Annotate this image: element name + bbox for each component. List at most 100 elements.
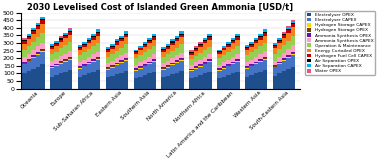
Bar [133, 78, 138, 89]
Bar [133, 65, 138, 68]
Bar [226, 66, 231, 75]
Bar [82, 60, 87, 64]
Bar [152, 39, 156, 46]
Bar [96, 43, 100, 52]
Bar [194, 48, 198, 49]
Bar [82, 42, 87, 44]
Bar [152, 37, 156, 39]
Bar [170, 40, 175, 42]
Bar [59, 38, 64, 39]
Bar [87, 38, 91, 40]
Bar [40, 43, 45, 49]
Bar [147, 40, 152, 41]
Bar [133, 68, 138, 70]
Bar [263, 51, 267, 57]
Bar [245, 66, 249, 67]
Bar [152, 54, 156, 59]
Bar [96, 29, 100, 30]
Bar [203, 38, 207, 40]
Bar [59, 63, 64, 64]
Bar [203, 40, 207, 41]
Bar [124, 53, 128, 58]
Bar [26, 37, 31, 39]
Bar [91, 59, 96, 61]
Bar [119, 48, 124, 56]
Bar [143, 66, 147, 75]
Bar [91, 36, 96, 37]
Bar [245, 68, 249, 69]
Bar [194, 76, 198, 89]
Bar [249, 65, 254, 66]
Bar [231, 38, 235, 40]
Bar [207, 62, 212, 72]
Bar [226, 45, 231, 47]
Bar [189, 51, 194, 52]
Bar [217, 58, 222, 65]
Bar [235, 34, 240, 36]
Bar [235, 39, 240, 46]
Bar [254, 62, 259, 63]
Bar [115, 63, 119, 64]
Bar [96, 30, 100, 32]
Bar [207, 59, 212, 61]
Bar [78, 48, 82, 50]
Bar [110, 61, 115, 65]
Bar [207, 37, 212, 39]
Bar [235, 72, 240, 89]
Bar [249, 60, 254, 64]
Bar [31, 42, 36, 50]
Bar [273, 44, 277, 45]
Bar [226, 47, 231, 52]
Bar [133, 54, 138, 58]
Bar [68, 35, 73, 42]
Bar [91, 39, 96, 46]
Bar [222, 62, 226, 66]
Bar [147, 38, 152, 40]
Bar [166, 76, 170, 89]
Bar [124, 60, 128, 61]
Bar [286, 58, 291, 69]
Bar [106, 52, 110, 57]
Bar [54, 41, 59, 43]
Bar [78, 62, 82, 66]
Bar [50, 49, 54, 54]
Bar [170, 42, 175, 43]
Bar [226, 64, 231, 65]
Bar [22, 62, 26, 63]
Bar [40, 51, 45, 52]
Bar [226, 65, 231, 66]
Bar [180, 35, 184, 37]
Bar [207, 61, 212, 62]
Bar [235, 54, 240, 59]
Bar [143, 75, 147, 89]
Bar [166, 47, 170, 49]
Bar [217, 54, 222, 58]
Bar [78, 45, 82, 47]
Bar [277, 64, 282, 73]
Bar [203, 64, 207, 73]
Bar [87, 64, 91, 73]
Bar [143, 47, 147, 52]
Bar [166, 46, 170, 47]
Bar [110, 67, 115, 76]
Bar [36, 37, 40, 46]
Bar [170, 64, 175, 65]
Bar [254, 49, 259, 57]
Bar [203, 50, 207, 57]
Bar [180, 59, 184, 60]
Bar [180, 34, 184, 35]
Bar [115, 51, 119, 58]
Bar [291, 67, 295, 89]
Bar [40, 50, 45, 51]
Bar [189, 70, 194, 71]
Bar [59, 64, 64, 73]
Bar [110, 47, 115, 49]
Bar [119, 56, 124, 60]
Bar [277, 57, 282, 62]
Bar [259, 54, 263, 59]
Bar [245, 48, 249, 50]
Bar [175, 56, 180, 60]
Bar [59, 61, 64, 62]
Bar [194, 62, 198, 66]
Bar [175, 63, 180, 73]
